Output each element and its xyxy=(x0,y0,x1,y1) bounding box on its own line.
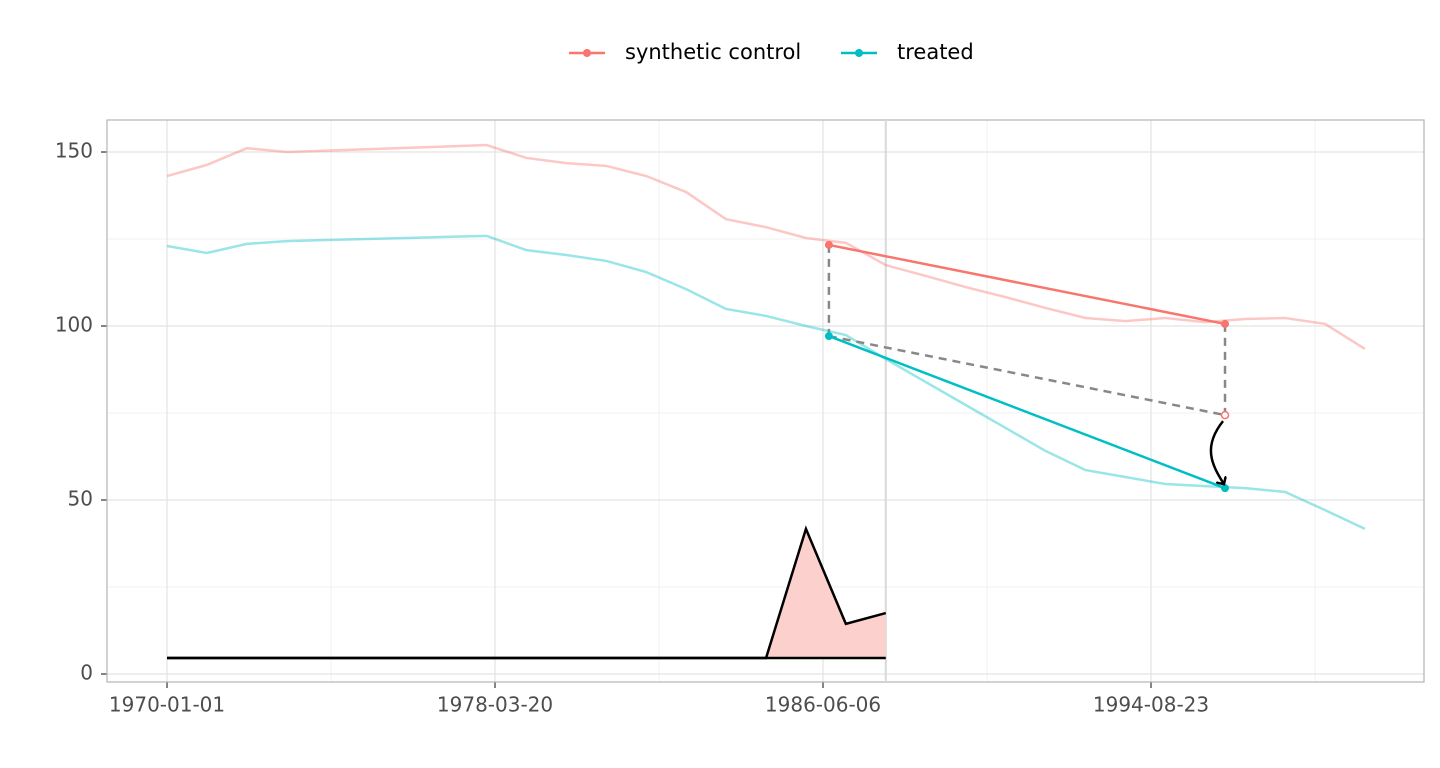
y-tick-label: 150 xyxy=(55,139,93,163)
point xyxy=(1221,319,1230,328)
x-tick-label: 1994-08-23 xyxy=(1093,693,1209,717)
counterfactual-point xyxy=(1220,410,1230,420)
segment-line xyxy=(828,334,1226,490)
panel-border xyxy=(106,119,1425,683)
arrow xyxy=(1209,420,1224,484)
legend-label: synthetic control xyxy=(625,40,801,64)
x-tick-label: 1970-01-01 xyxy=(109,693,225,717)
trail-line xyxy=(166,143,1366,351)
y-tick-label: 100 xyxy=(55,313,93,337)
x-tick-label: 1978-03-20 xyxy=(437,693,553,717)
trail-line xyxy=(166,234,1366,531)
counterfactual-line xyxy=(828,334,1226,417)
legend-point xyxy=(855,49,863,57)
segment-line xyxy=(828,243,1226,326)
legend-point xyxy=(583,49,591,57)
legend-label: treated xyxy=(897,40,974,64)
area xyxy=(167,528,886,658)
point xyxy=(1221,484,1230,493)
point xyxy=(824,240,833,249)
x-tick-label: 1986-06-06 xyxy=(765,693,881,717)
y-tick-label: 0 xyxy=(80,660,93,684)
point xyxy=(824,332,833,341)
y-tick-label: 50 xyxy=(68,487,93,511)
